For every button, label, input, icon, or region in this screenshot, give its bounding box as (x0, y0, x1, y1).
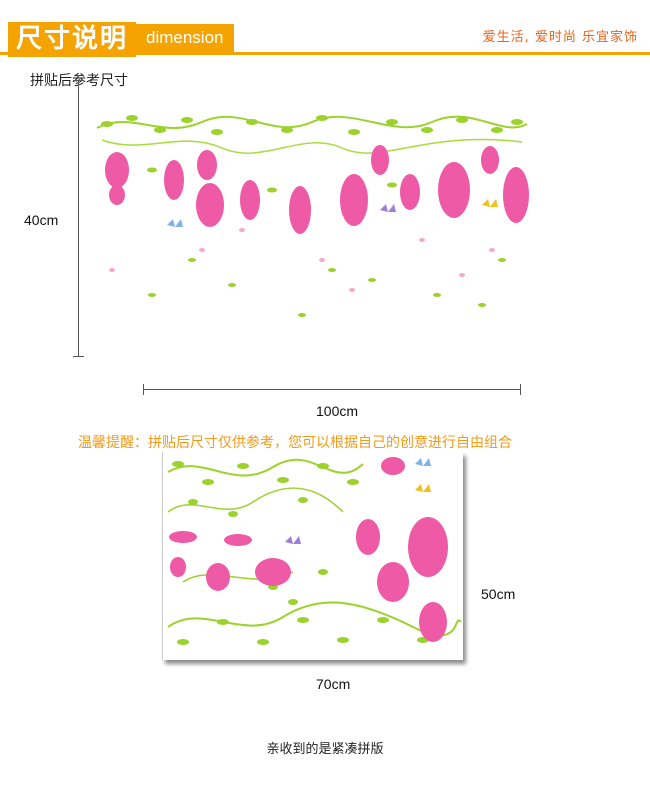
height-dimension-cap-bottom (73, 356, 84, 357)
height-dimension-cap-top (73, 80, 84, 81)
width-label: 100cm (316, 403, 359, 419)
product-height-label: 50cm (481, 586, 516, 602)
width-dimension-cap-right (520, 384, 521, 395)
section-title: 尺寸说明 (8, 22, 137, 57)
width-dimension-line (143, 389, 520, 390)
header-rule (0, 52, 650, 55)
width-dimension-cap-left (143, 384, 144, 395)
section-title-english: dimension (136, 24, 234, 52)
compact-layout-note: 亲收到的是紧凑拼版 (266, 742, 384, 757)
friendly-reminder: 温馨提醒：拼贴后尺寸仅供参考，您可以根据自己的创意进行自由组合 (78, 435, 512, 451)
sticker-sheet (162, 452, 463, 660)
wall-sticker-arrangement-illustration (96, 115, 529, 317)
sticker-sheet-illustration (167, 457, 462, 645)
header: 尺寸说明 dimension 爱生活, 爱时尚 乐宜家饰 (0, 0, 650, 64)
reference-size-heading: 拼贴后参考尺寸 (30, 73, 128, 89)
product-width-label: 70cm (316, 676, 351, 692)
height-label: 40cm (24, 212, 59, 228)
height-dimension-line (78, 80, 79, 356)
brand-slogan: 爱生活, 爱时尚 乐宜家饰 (482, 30, 638, 45)
